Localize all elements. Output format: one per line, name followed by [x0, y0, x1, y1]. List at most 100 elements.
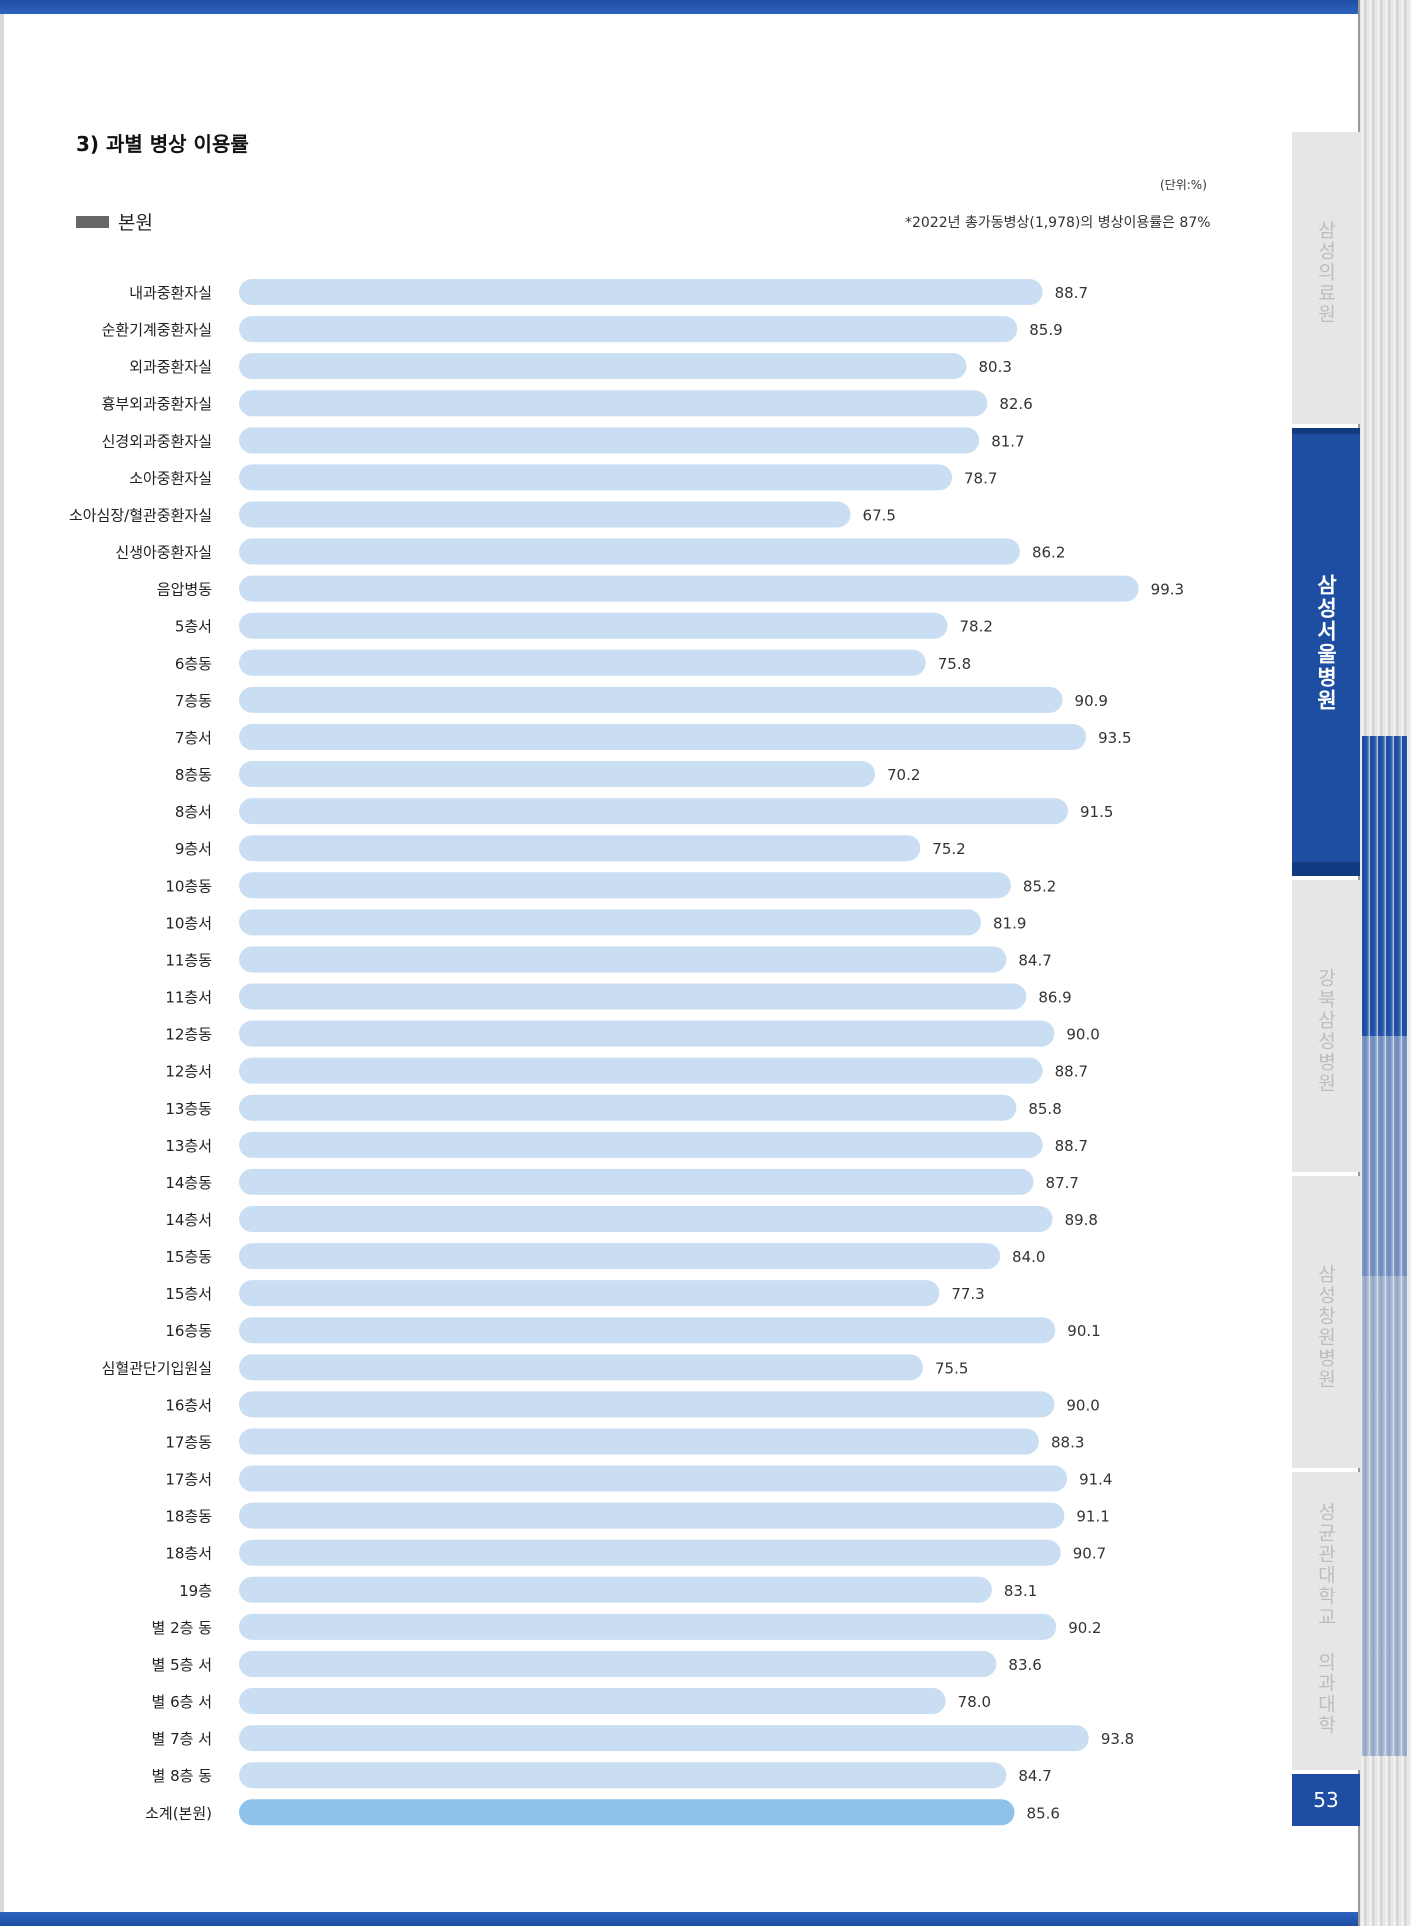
section-title: 3) 과별 병상 이용률	[76, 132, 249, 156]
category-label: 18층서	[165, 1545, 212, 1563]
category-label: 13층동	[165, 1100, 212, 1118]
category-label: 별 7층 서	[152, 1730, 212, 1748]
category-label: 심혈관단기입원실	[102, 1359, 212, 1377]
book-edge-marker	[1362, 1276, 1407, 1756]
bar	[239, 1317, 1056, 1344]
bar	[239, 353, 967, 380]
value-label: 78.2	[959, 618, 992, 636]
category-label: 16층동	[165, 1322, 212, 1340]
side-tab-kangbuk-samsung-hospital[interactable]: 강북삼성병원	[1292, 880, 1360, 1172]
value-label: 78.7	[964, 469, 997, 487]
value-label: 93.5	[1098, 729, 1131, 747]
category-label: 5층서	[175, 618, 212, 636]
bar	[239, 1650, 997, 1677]
value-label: 90.7	[1073, 1545, 1106, 1563]
value-label: 84.7	[1018, 951, 1051, 969]
side-tab-skku-medicine[interactable]: 성균관대학교 의과대학	[1292, 1472, 1360, 1770]
value-label: 75.5	[935, 1359, 968, 1377]
bar	[239, 1020, 1055, 1047]
side-tab-samsung-seoul-hospital[interactable]: 삼성서울병원	[1292, 428, 1360, 876]
value-label: 85.6	[1027, 1804, 1060, 1822]
value-label: 81.7	[991, 432, 1024, 450]
bar	[239, 1354, 924, 1381]
category-label: 별 5층 서	[152, 1656, 212, 1674]
category-label: 신경외과중환자실	[102, 432, 212, 450]
bar	[239, 427, 980, 454]
bar	[239, 464, 953, 491]
bar	[239, 1094, 1017, 1121]
value-label: 86.2	[1032, 544, 1065, 562]
value-label: 82.6	[999, 395, 1032, 413]
category-label: 소아심장/혈관중환자실	[69, 506, 212, 524]
value-label: 88.7	[1055, 1137, 1088, 1155]
value-label: 91.5	[1080, 803, 1113, 821]
category-label: 10층동	[165, 877, 212, 895]
value-label: 85.9	[1029, 321, 1062, 339]
category-label: 17층동	[165, 1433, 212, 1451]
bar	[239, 1243, 1001, 1270]
side-tab-samsung-changwon-hospital[interactable]: 삼성창원병원	[1292, 1176, 1360, 1468]
bar	[239, 1206, 1053, 1232]
category-label: 별 6층 서	[152, 1693, 212, 1711]
value-label: 86.9	[1038, 989, 1071, 1007]
category-label: 18층동	[165, 1508, 212, 1526]
value-label: 75.2	[932, 840, 965, 858]
category-label: 외과중환자실	[129, 358, 212, 376]
value-label: 84.7	[1018, 1767, 1051, 1785]
bar	[239, 1131, 1043, 1158]
bar	[239, 1428, 1039, 1455]
value-label: 90.9	[1075, 692, 1108, 710]
value-label: 91.1	[1076, 1508, 1109, 1526]
value-label: 84.0	[1012, 1248, 1045, 1266]
bar	[239, 390, 988, 417]
category-label: 15층서	[165, 1285, 212, 1303]
bar	[239, 1539, 1061, 1566]
category-label: 7층서	[175, 729, 212, 747]
unit-note: (단위:%)	[1160, 178, 1207, 192]
category-label: 14층동	[165, 1174, 212, 1192]
category-label: 소계(본원)	[145, 1804, 212, 1822]
value-label: 67.5	[863, 506, 896, 524]
bar	[239, 1576, 992, 1603]
side-tab-label: 성균관대학교 의과대학	[1314, 1502, 1337, 1736]
value-label: 78.0	[958, 1693, 991, 1711]
bar	[239, 798, 1068, 825]
category-label: 11층동	[165, 951, 212, 969]
bar	[239, 723, 1087, 750]
category-label: 7층동	[175, 692, 212, 710]
bar	[239, 612, 948, 639]
category-label: 8층동	[175, 766, 212, 784]
category-label: 음압병동	[157, 581, 212, 599]
value-label: 88.7	[1055, 1063, 1088, 1081]
value-label: 88.3	[1051, 1433, 1084, 1451]
bar	[239, 686, 1063, 713]
bar	[239, 501, 851, 528]
value-label: 80.3	[979, 358, 1012, 376]
category-label: 19층	[179, 1582, 212, 1600]
bar	[239, 946, 1007, 973]
category-label: 9층서	[175, 840, 212, 858]
legend-label: 본원	[118, 212, 153, 234]
value-label: 90.1	[1067, 1322, 1100, 1340]
value-label: 70.2	[887, 766, 920, 784]
top-rule	[0, 0, 1372, 14]
value-label: 88.7	[1055, 284, 1088, 302]
bar	[239, 909, 982, 936]
value-label: 83.6	[1008, 1656, 1041, 1674]
bar	[239, 575, 1139, 602]
bar	[239, 1762, 1007, 1789]
category-label: 15층동	[165, 1248, 212, 1266]
category-label: 신생아중환자실	[115, 544, 212, 562]
value-label: 81.9	[993, 914, 1026, 932]
value-label: 87.7	[1046, 1174, 1079, 1192]
category-label: 별 8층 동	[152, 1767, 213, 1785]
category-label: 17층서	[165, 1471, 212, 1489]
value-label: 93.8	[1101, 1730, 1134, 1748]
category-label: 8층서	[175, 803, 212, 821]
total-bar	[239, 1799, 1015, 1826]
page-number: 53	[1292, 1774, 1360, 1826]
legend-swatch	[76, 215, 109, 228]
bar	[239, 761, 876, 788]
side-tab-samsung-medical-center[interactable]: 삼성의료원	[1292, 132, 1360, 424]
bar	[239, 279, 1043, 305]
